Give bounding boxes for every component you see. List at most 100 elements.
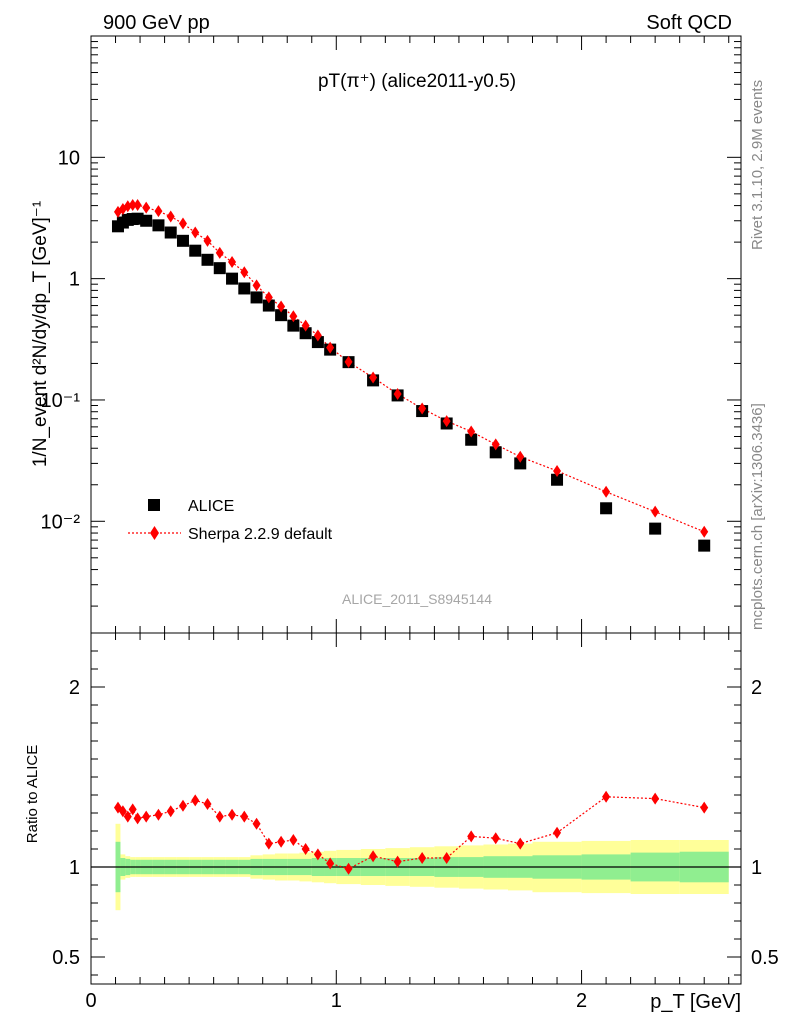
ratio-sherpa-point — [252, 817, 261, 830]
ratio-sherpa-point — [393, 855, 402, 868]
ratio-y-tick-label-right: 0.5 — [751, 947, 779, 969]
ratio-sherpa-point — [166, 805, 175, 818]
sherpa-point — [252, 279, 261, 292]
sherpa-point — [289, 310, 298, 323]
sherpa-point — [313, 329, 322, 342]
sherpa-point — [326, 341, 335, 354]
ratio-sherpa-point — [277, 835, 286, 848]
legend-marker-alice — [148, 499, 160, 511]
ratio-panel: 0.5 0.5 1 1 2 2 0 1 2 Ratio to ALICE p_T [GeV] — [24, 632, 779, 1013]
sherpa-point — [191, 226, 200, 239]
ratio-y-tick-label-right: 2 — [751, 677, 762, 699]
sherpa-point — [393, 387, 402, 400]
sherpa-point — [178, 217, 187, 230]
ratio-sherpa-point — [142, 810, 151, 823]
ratio-sherpa-point — [128, 803, 137, 816]
legend-label-sherpa: Sherpa 2.2.9 default — [188, 526, 333, 543]
ratio-sherpa-point — [369, 850, 378, 863]
sherpa-point — [123, 200, 132, 213]
alice-point — [250, 291, 263, 304]
sherpa-point — [369, 371, 378, 384]
ratio-sherpa-line — [117, 796, 705, 870]
ratio-sherpa-point — [154, 808, 163, 821]
ratio-y-axis-label: Ratio to ALICE — [24, 745, 41, 843]
alice-point — [164, 226, 177, 239]
ratio-sherpa-point — [264, 837, 273, 850]
alice-point — [226, 272, 239, 285]
sherpa-point — [344, 355, 353, 368]
ratio-sherpa-point — [491, 832, 500, 845]
sherpa-point — [154, 205, 163, 218]
sherpa-point — [133, 198, 142, 211]
sherpa-point — [651, 505, 660, 518]
x-tick-label: 1 — [331, 990, 342, 1012]
ratio-frame — [90, 632, 742, 985]
ratio-y-tick-label-right: 1 — [751, 857, 762, 879]
ratio-sherpa-point — [344, 862, 353, 875]
sherpa-point — [553, 464, 562, 477]
sherpa-point — [142, 201, 151, 214]
ratio-sherpa-point — [467, 830, 476, 843]
ratio-sherpa-point — [191, 794, 200, 807]
alice-point — [152, 219, 165, 232]
ratio-sherpa-point — [326, 857, 335, 870]
sherpa-point — [277, 300, 286, 313]
header-left: 900 GeV pp — [103, 12, 210, 34]
alice-point — [311, 336, 324, 349]
sherpa-point — [516, 450, 525, 463]
alice-point — [189, 244, 202, 257]
sherpa-point — [203, 234, 212, 247]
x-tick-label: 2 — [576, 990, 587, 1012]
ratio-sherpa-point — [442, 852, 451, 864]
alice-point — [262, 299, 275, 312]
ratio-sherpa-point — [301, 843, 310, 855]
ratio-sherpa-point — [651, 792, 660, 805]
ratio-sherpa-point — [602, 790, 611, 803]
sherpa-point — [264, 291, 273, 304]
main-y-tick-label: 10 — [58, 147, 80, 169]
alice-point — [275, 309, 288, 322]
ratio-sherpa-point — [313, 848, 322, 861]
main-y-tick-label: 1 — [69, 269, 80, 291]
sherpa-point — [442, 415, 451, 428]
alice-point — [140, 214, 153, 227]
alice-point — [201, 253, 214, 266]
ratio-sherpa-point — [215, 810, 224, 823]
sherpa-point — [240, 266, 249, 279]
ratio-sherpa-point — [418, 852, 427, 864]
main-y-tick-label: 10⁻¹ — [41, 390, 81, 412]
alice-point — [698, 539, 711, 552]
ratio-sherpa-point — [118, 805, 127, 818]
legend: ALICE Sherpa 2.2.9 default — [128, 498, 333, 543]
alice-point — [649, 522, 662, 535]
alice-point — [213, 262, 226, 275]
sherpa-point — [166, 210, 175, 223]
ratio-y-tick-label: 2 — [69, 677, 80, 699]
alice-point — [514, 457, 527, 470]
ratio-sherpa-point — [516, 837, 525, 850]
ratio-sherpa-point — [203, 798, 212, 810]
sherpa-point — [467, 425, 476, 438]
analysis-label: ALICE_2011_S8945144 — [342, 591, 492, 607]
rivet-label: Rivet 3.1.10, 2.9M events — [749, 80, 766, 250]
main-y-axis-label: 1/N_event d²N/dy/dp_T [GeV]⁻¹ — [30, 201, 51, 467]
plot-title: pT(π⁺) (alice2011-y0.5) — [318, 71, 516, 92]
sherpa-point — [700, 525, 709, 538]
main-y-tick-label: 10⁻² — [41, 511, 81, 533]
ratio-y-tick-label: 0.5 — [52, 947, 80, 969]
sherpa-point — [602, 485, 611, 498]
sherpa-point — [418, 402, 427, 415]
ratio-sherpa-point — [133, 812, 142, 825]
alice-point — [600, 502, 613, 515]
alice-point — [489, 446, 502, 459]
ratio-sherpa-point — [700, 801, 709, 814]
mcplots-label: mcplots.cern.ch [arXiv:1306.3436] — [749, 403, 766, 630]
alice-point — [238, 282, 251, 295]
ratio-sherpa-point — [289, 834, 298, 846]
alice-point — [551, 473, 564, 486]
ratio-sherpa-point — [240, 810, 249, 823]
sherpa-point — [128, 198, 137, 211]
header-right: Soft QCD — [646, 12, 732, 34]
alice-point — [176, 234, 189, 247]
